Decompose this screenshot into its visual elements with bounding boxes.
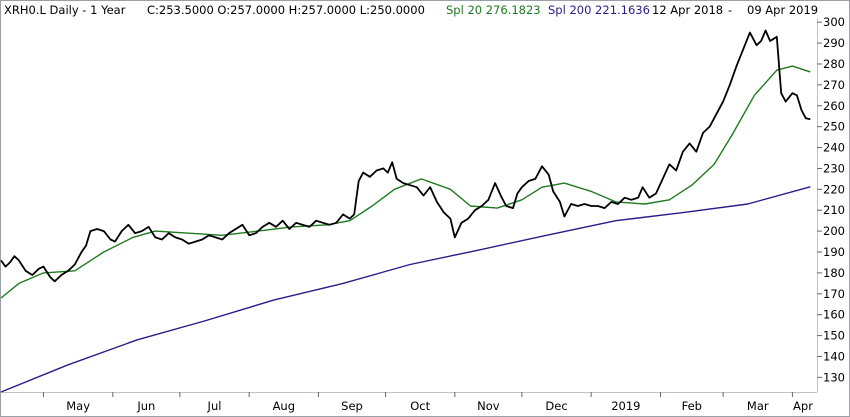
y-tick-label: 200: [823, 224, 845, 238]
y-tick-label: 210: [823, 203, 845, 217]
y-tick-label: 180: [823, 266, 845, 280]
y-tick-label: 150: [823, 329, 845, 343]
header-date-start: 12 Apr 2018: [652, 3, 723, 17]
x-tick-label: Jul: [207, 399, 222, 413]
x-tick-label: Jun: [136, 399, 155, 413]
x-tick-label: Feb: [682, 399, 702, 413]
spl200-line: [0, 186, 811, 393]
y-tick-label: 230: [823, 161, 845, 175]
header-spl20: Spl 20 276.1823: [446, 3, 541, 17]
series-layer: [0, 29, 811, 393]
y-tick-label: 290: [823, 36, 845, 50]
y-axis: 130 140 150 160 170 180 190 200 210 220 230 240 250 2…: [817, 15, 845, 384]
spl20-line: [0, 65, 811, 299]
y-tick-label: 220: [823, 182, 845, 196]
y-tick-label: 300: [823, 15, 845, 29]
x-tick-label: Aug: [273, 399, 295, 413]
x-tick-label: Dec: [545, 399, 567, 413]
x-axis: May Jun Jul Aug Sep Oct Nov Dec 2019 Feb Mar Apr: [42, 392, 813, 413]
y-tick-label: 260: [823, 99, 845, 113]
x-tick-label: May: [66, 399, 90, 413]
x-tick-label: Mar: [747, 399, 769, 413]
header-ohlc: C:253.5000 O:257.0000 H:257.0000 L:250.0…: [147, 3, 425, 17]
y-tick-label: 170: [823, 287, 845, 301]
y-tick-label: 190: [823, 245, 845, 259]
y-tick-label: 160: [823, 308, 845, 322]
y-tick-label: 140: [823, 349, 845, 363]
x-tick-label: Oct: [410, 399, 430, 413]
header-date-end: 09 Apr 2019: [747, 3, 818, 17]
header-symbol: XRH0.L Daily - 1 Year: [4, 3, 126, 17]
header-spl200: Spl 200 221.1636: [548, 3, 650, 17]
y-tick-label: 130: [823, 370, 845, 384]
header-date-separator: -: [728, 3, 732, 17]
x-tick-label: Sep: [341, 399, 363, 413]
price-line: [0, 29, 811, 283]
y-tick-label: 250: [823, 120, 845, 134]
x-tick-label: Apr: [793, 399, 813, 413]
y-tick-label: 280: [823, 57, 845, 71]
x-tick-label: 2019: [611, 399, 640, 413]
y-tick-label: 270: [823, 78, 845, 92]
x-tick-label: Nov: [477, 399, 500, 413]
y-tick-label: 240: [823, 141, 845, 155]
